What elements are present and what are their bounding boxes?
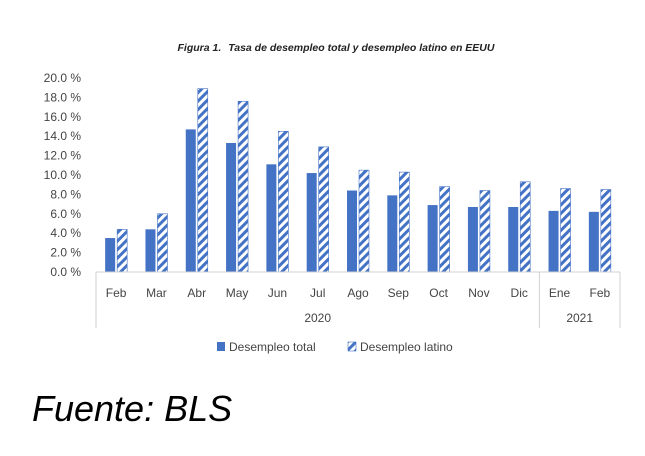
bar-desempleo-latino — [439, 186, 450, 273]
bar-desempleo-latino — [358, 169, 370, 273]
legend: Desempleo total Desempleo latino — [217, 340, 453, 354]
bar-desempleo-total — [548, 210, 559, 272]
x-tick-label: Mar — [146, 286, 167, 300]
bar-desempleo-total — [185, 129, 196, 272]
y-tick-label: 8.0 % — [50, 187, 81, 201]
bar-desempleo-total — [105, 238, 116, 272]
bar-desempleo-total — [588, 211, 599, 272]
x-tick-label: Ago — [347, 286, 369, 300]
bar-desempleo-total — [387, 195, 398, 272]
y-tick-label: 20.0 % — [44, 71, 82, 85]
bar-desempleo-latino — [519, 181, 531, 273]
bar-desempleo-latino — [560, 188, 571, 273]
x-tick-label: Ene — [549, 286, 571, 300]
bar-desempleo-latino — [197, 88, 209, 273]
x-tick-label: Feb — [590, 286, 611, 300]
bar-desempleo-total — [508, 207, 519, 272]
chart-title-prefix: Figura 1. — [178, 42, 222, 54]
x-group-label: 2021 — [566, 311, 593, 325]
bar-desempleo-latino — [399, 171, 410, 273]
bar-desempleo-total — [467, 207, 478, 272]
y-tick-label: 2.0 % — [50, 246, 81, 260]
x-tick-label: Nov — [468, 286, 489, 300]
x-tick-label: Jul — [310, 286, 325, 300]
legend-label-total: Desempleo total — [229, 340, 316, 354]
bar-desempleo-latino — [318, 146, 329, 273]
x-axis: Feb Mar Abr May Jun Jul Ago Sep Oct Nov Dic Ene Feb 2… — [95, 271, 621, 328]
bar-desempleo-total — [266, 164, 277, 272]
x-tick-label: Oct — [429, 286, 448, 300]
y-tick-label: 0.0 % — [50, 265, 81, 279]
bar-desempleo-latino — [600, 189, 612, 273]
x-tick-label: Dic — [511, 286, 528, 300]
legend-swatch-latino — [347, 341, 357, 352]
bar-desempleo-total — [427, 205, 438, 272]
source-note: Fuente: BLS — [32, 388, 233, 429]
y-tick-label: 18.0 % — [44, 90, 82, 104]
bar-desempleo-total — [347, 190, 357, 272]
bars — [105, 88, 612, 273]
bar-desempleo-latino — [157, 213, 168, 273]
legend-swatch-total — [217, 342, 225, 351]
y-tick-label: 12.0 % — [44, 149, 82, 163]
bar-desempleo-total — [145, 229, 156, 272]
y-tick-label: 4.0 % — [50, 226, 81, 240]
y-tick-label: 10.0 % — [44, 168, 82, 182]
y-axis: 0.0 % 2.0 % 4.0 % 6.0 % 8.0 % 10.0 % 12.0 % 14.… — [44, 71, 82, 279]
y-tick-label: 6.0 % — [50, 207, 81, 221]
bar-desempleo-latino — [278, 131, 289, 273]
x-tick-label: Sep — [388, 286, 410, 300]
bar-desempleo-latino — [237, 100, 249, 273]
x-tick-label: Abr — [187, 286, 206, 300]
chart-title-text: Tasa de desempleo total y desempleo lati… — [228, 42, 495, 54]
y-tick-label: 16.0 % — [44, 110, 82, 124]
bar-desempleo-latino — [479, 190, 491, 273]
chart-title: Figura 1. Tasa de desempleo total y dese… — [178, 42, 495, 54]
bar-desempleo-latino — [116, 229, 128, 273]
y-tick-label: 14.0 % — [44, 129, 82, 143]
x-group-label: 2020 — [304, 311, 331, 325]
x-tick-label: Jun — [268, 286, 287, 300]
bar-desempleo-total — [306, 173, 317, 272]
bar-desempleo-total — [226, 142, 237, 272]
x-tick-label: Feb — [106, 286, 127, 300]
x-tick-label: May — [226, 286, 249, 300]
legend-label-latino: Desempleo latino — [360, 340, 453, 354]
